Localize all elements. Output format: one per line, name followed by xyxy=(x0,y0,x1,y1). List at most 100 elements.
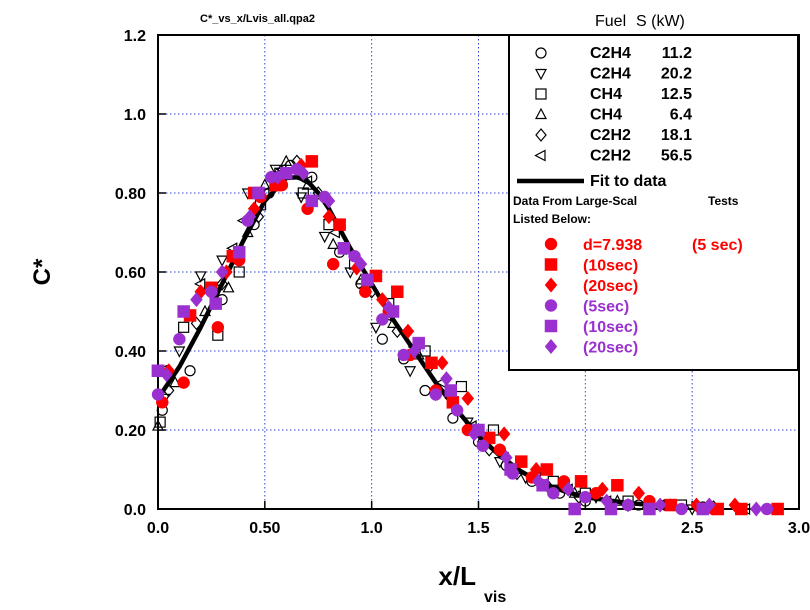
data-point-series-12 xyxy=(322,193,336,209)
legend-label-2: C2H4 xyxy=(590,66,631,83)
data-point-series-11 xyxy=(361,273,374,287)
data-point-series-11 xyxy=(568,502,581,516)
data-point-series-4 xyxy=(152,419,164,431)
data-point-series-2 xyxy=(344,267,357,279)
data-point-series-8 xyxy=(611,479,624,492)
data-point-series-12 xyxy=(467,426,481,442)
data-point-series-2 xyxy=(216,255,229,267)
legend-marker-3 xyxy=(535,88,547,100)
data-point-series-9 xyxy=(461,390,475,406)
data-point-series-10 xyxy=(476,439,490,453)
x-axis-label: x/L xyxy=(438,561,476,591)
data-point-series-4 xyxy=(241,225,254,238)
legend-size-5: 18.1 xyxy=(661,127,692,144)
data-point-series-11 xyxy=(504,463,517,476)
legend-label-7: d=7.938 xyxy=(583,237,642,254)
legend-header-fuel: Fuel xyxy=(595,13,626,30)
data-point-series-10 xyxy=(205,285,218,298)
data-point-series-4 xyxy=(327,237,340,249)
y-tick-label: 0.20 xyxy=(115,423,146,440)
y-tick-label: 0.60 xyxy=(115,265,146,282)
data-point-series-12 xyxy=(600,493,614,509)
legend-size-11: (10sec) xyxy=(583,319,638,336)
legend-size-8: (10sec) xyxy=(583,258,638,275)
legend-marker-5 xyxy=(535,128,547,142)
data-point-series-10 xyxy=(429,388,443,401)
data-point-series-3 xyxy=(233,266,245,278)
data-point-series-2 xyxy=(318,231,331,244)
data-point-series-9 xyxy=(435,355,449,371)
data-point-series-5 xyxy=(391,324,404,339)
legend-size-3: 12.5 xyxy=(661,86,692,103)
data-point-series-12 xyxy=(499,450,513,466)
data-point-series-12 xyxy=(296,165,310,181)
legend-marker-6 xyxy=(534,149,546,162)
legend-label-5: C2H2 xyxy=(590,127,631,144)
legend-marker-8 xyxy=(544,258,558,271)
data-point-series-12 xyxy=(440,371,453,387)
data-point-series-10 xyxy=(173,332,186,346)
data-point-series-12 xyxy=(749,501,763,517)
y-tick-label: 0.40 xyxy=(115,344,146,361)
legend-fit-label: Fit to data xyxy=(590,173,667,190)
data-point-series-7 xyxy=(326,257,340,271)
data-point-series-3 xyxy=(154,416,166,428)
data-point-series-8 xyxy=(664,498,678,512)
x-tick-label: 2.0 xyxy=(574,520,596,537)
data-point-series-3 xyxy=(455,380,468,393)
x-tick-label: 3.0 xyxy=(788,520,810,537)
legend-note-line1b: Tests xyxy=(708,194,739,208)
data-point-series-10 xyxy=(579,490,592,504)
legend-note-line2: Listed Below: xyxy=(513,212,591,226)
data-point-series-10 xyxy=(397,348,410,362)
data-point-series-12 xyxy=(215,264,229,280)
axis-ticks: 0.0 0.50 1.0 1.5 2.0 2.5 3.0 0.0 0.20 0.40 0.60 0.8… xyxy=(115,28,810,537)
data-point-series-8 xyxy=(514,455,528,468)
data-point-series-11 xyxy=(337,242,351,255)
data-point-series-11 xyxy=(444,384,457,397)
legend-label-3: CH4 xyxy=(590,86,622,103)
y-tick-label: 0.80 xyxy=(115,186,146,203)
data-point-series-12 xyxy=(408,343,421,359)
data-point-series-11 xyxy=(177,305,190,318)
data-point-series-10 xyxy=(450,404,464,417)
data-point-series-8 xyxy=(391,285,404,298)
legend-size-7: (5 sec) xyxy=(692,237,743,254)
data-point-series-12 xyxy=(160,367,173,383)
data-point-series-4 xyxy=(611,494,624,506)
data-point-series-11 xyxy=(209,297,222,310)
data-point-series-9 xyxy=(376,292,389,308)
data-point-series-8 xyxy=(333,218,346,231)
legend-size-10: (5sec) xyxy=(583,299,629,316)
x-tick-label: 2.5 xyxy=(681,520,703,537)
data-point-series-8 xyxy=(574,475,588,488)
data-point-series-11 xyxy=(305,194,319,208)
data-point-series-9 xyxy=(632,485,646,501)
data-point-series-4 xyxy=(387,316,400,328)
data-point-series-1 xyxy=(419,384,431,397)
x-axis-label-subscript: vis xyxy=(484,589,506,606)
data-point-series-9 xyxy=(497,426,511,442)
data-point-series-4 xyxy=(222,281,235,293)
legend-label-6: C2H2 xyxy=(590,148,631,165)
data-point-series-2 xyxy=(369,322,382,335)
data-point-series-1 xyxy=(184,365,196,377)
y-tick-label: 0.0 xyxy=(124,502,146,519)
data-point-series-10 xyxy=(675,502,688,516)
legend-note-line1a: Data From Large-Scal xyxy=(513,194,637,208)
data-point-series-9 xyxy=(401,323,415,339)
legend-marker-7 xyxy=(544,237,558,251)
x-tick-label: 1.0 xyxy=(361,520,383,537)
data-point-series-12 xyxy=(702,497,716,513)
legend-marker-10 xyxy=(544,299,558,312)
data-point-series-1 xyxy=(376,333,388,345)
data-point-series-10 xyxy=(151,388,165,401)
y-axis-label: C* xyxy=(29,258,56,285)
data-point-series-8 xyxy=(771,502,784,516)
data-point-series-9 xyxy=(322,209,336,225)
legend-marker-11 xyxy=(544,319,558,333)
legend-marker-1 xyxy=(535,47,547,59)
x-tick-label: 1.5 xyxy=(467,520,489,537)
data-point-series-11 xyxy=(252,186,265,200)
